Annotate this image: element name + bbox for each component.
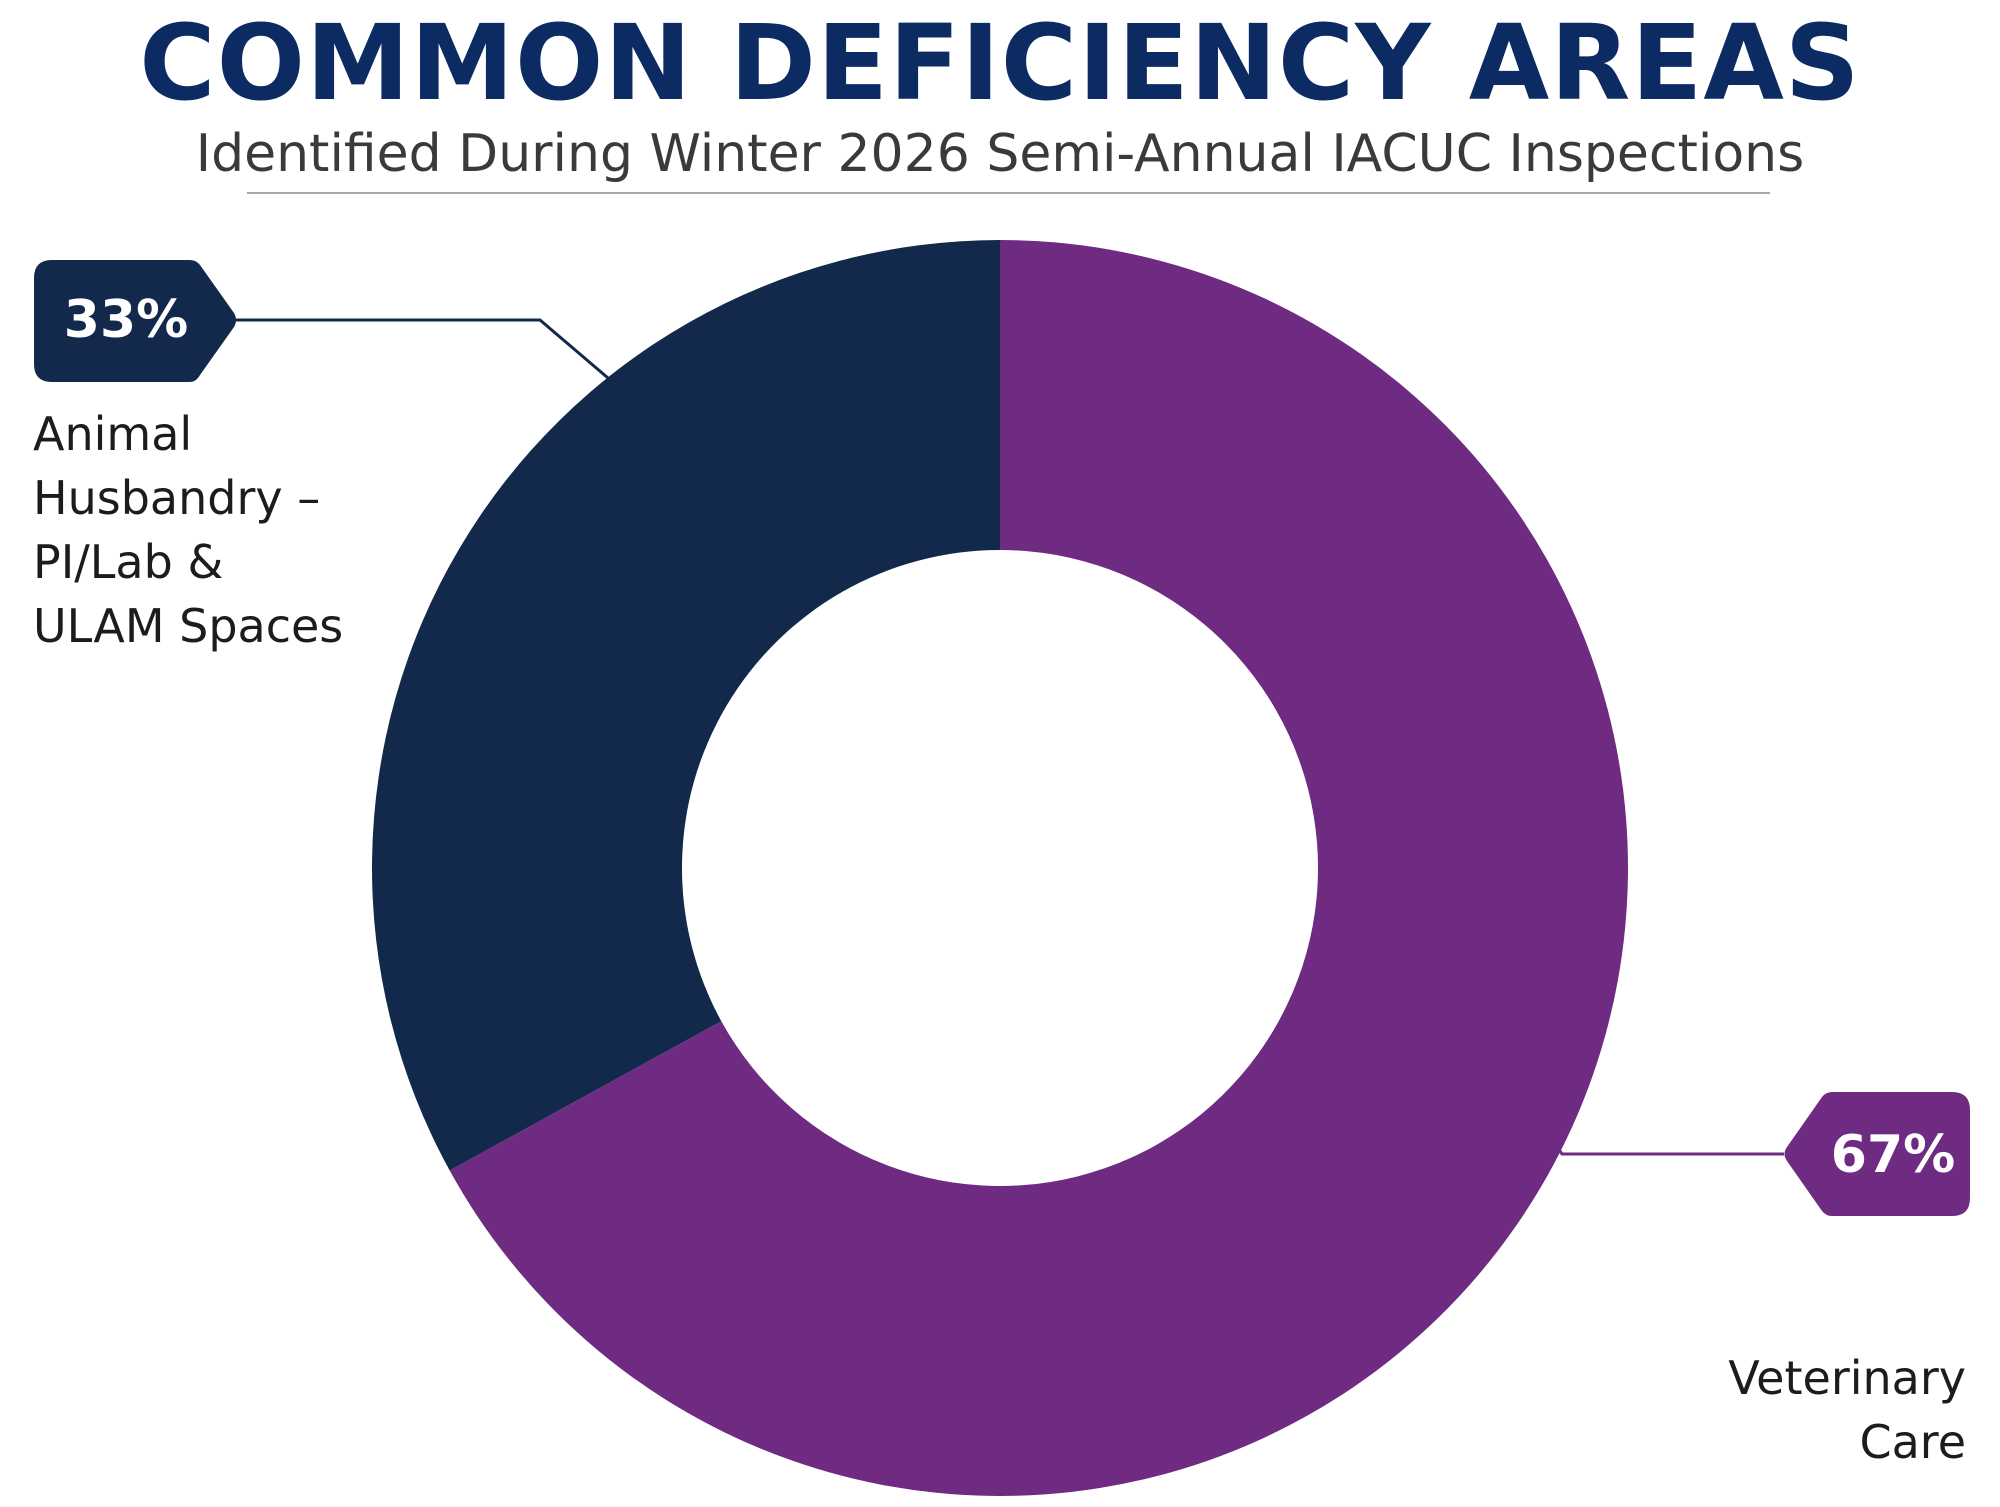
badge-veterinary-care [1784, 1092, 1970, 1216]
leader-line-veterinary-care [1488, 1049, 1784, 1156]
slice-veterinary-care [449, 240, 1629, 1497]
leader-line-animal-husbandry [232, 318, 609, 380]
slice-animal-husbandry [372, 240, 1000, 1171]
value-label-animal-husbandry: 33% [64, 290, 188, 350]
category-label-line: Care [1859, 1415, 1966, 1469]
category-label-line: Husbandry – [33, 471, 321, 525]
value-label-veterinary-care: 67% [1831, 1125, 1955, 1185]
category-label-animal-husbandry: Animal Husbandry – PI/Lab & ULAM Spaces [33, 402, 433, 658]
category-label-line: ULAM Spaces [33, 599, 344, 653]
badge-animal-husbandry [34, 260, 236, 382]
category-label-line: Veterinary [1728, 1351, 1966, 1405]
chart-title: COMMON DEFICIENCY AREAS [139, 2, 1861, 124]
category-label-veterinary-care: Veterinary Care [1560, 1346, 1966, 1474]
title-divider [247, 192, 1770, 194]
category-label-line: Animal [33, 407, 193, 461]
chart-subtitle: Identified During Winter 2026 Semi-Annua… [195, 124, 1805, 184]
category-label-line: PI/Lab & [33, 535, 224, 589]
